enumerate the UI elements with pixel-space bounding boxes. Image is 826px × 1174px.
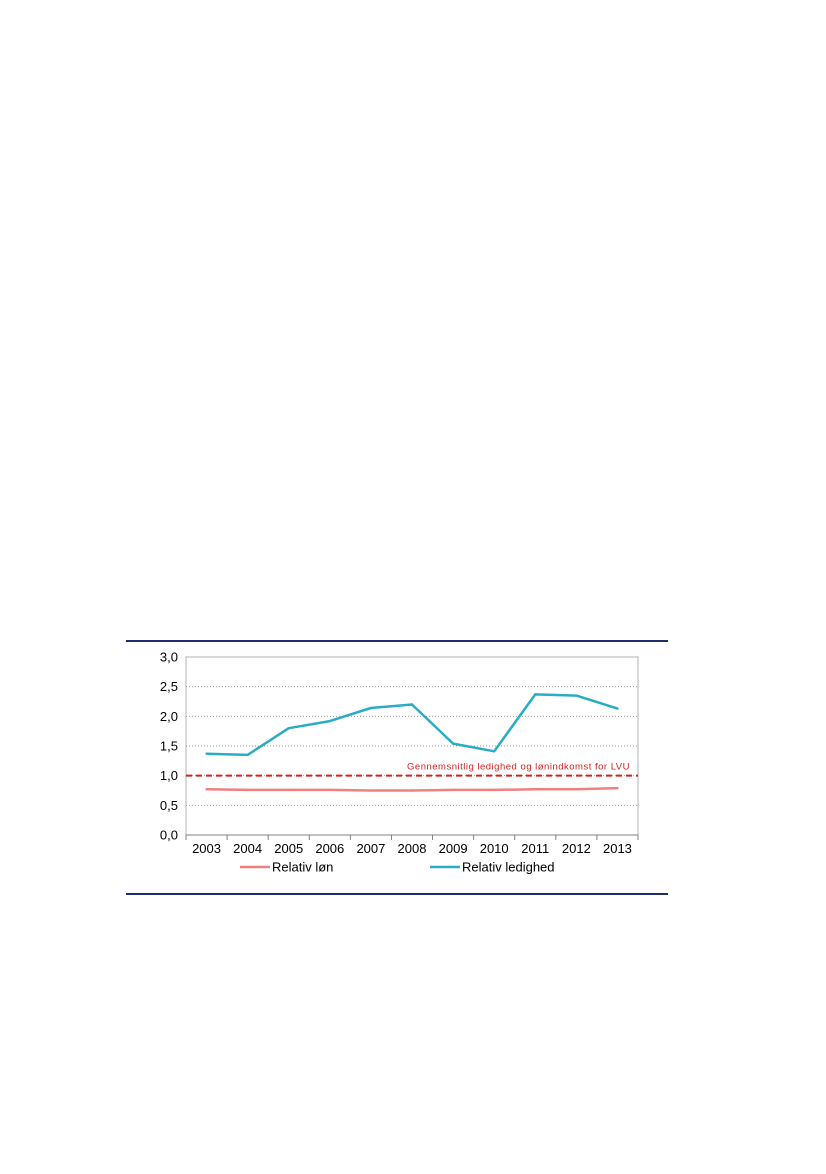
data-point xyxy=(246,753,249,757)
data-point xyxy=(492,788,496,792)
x-tick-label: 2006 xyxy=(315,841,344,856)
y-tick-label: 3,0 xyxy=(160,650,178,665)
data-point xyxy=(534,788,537,791)
data-point xyxy=(246,788,249,792)
y-tick-label: 1,0 xyxy=(160,768,178,783)
data-point xyxy=(205,788,208,791)
x-tick-label: 2009 xyxy=(439,841,468,856)
reference-line-label: Gennemsnitlig ledighed og lønindkomst fo… xyxy=(407,762,630,773)
y-tick-label: 2,5 xyxy=(160,679,178,694)
y-tick-label: 2,0 xyxy=(160,709,178,724)
y-tick-label: 1,5 xyxy=(160,739,178,754)
legend-label: Relativ løn xyxy=(272,860,333,875)
data-point xyxy=(369,706,373,710)
x-tick-label: 2003 xyxy=(192,841,221,856)
x-tick-label: 2007 xyxy=(356,841,385,856)
y-tick-label: 0,5 xyxy=(160,798,178,813)
data-point xyxy=(410,703,414,706)
data-point xyxy=(287,788,290,792)
data-point xyxy=(287,727,290,730)
bottom-rule xyxy=(126,893,668,895)
x-tick-label: 2005 xyxy=(274,841,303,856)
data-point xyxy=(575,788,578,791)
x-tick-label: 2012 xyxy=(562,841,591,856)
data-point xyxy=(534,693,537,696)
data-point xyxy=(492,750,496,753)
x-tick-label: 2011 xyxy=(521,841,549,856)
legend-label: Relativ ledighed xyxy=(462,860,555,875)
data-point xyxy=(616,707,619,710)
x-tick-label: 2010 xyxy=(480,841,509,856)
data-point xyxy=(369,789,373,792)
x-tick-label: 2004 xyxy=(233,841,262,856)
top-rule xyxy=(126,640,668,642)
x-tick-label: 2008 xyxy=(398,841,427,856)
data-point xyxy=(451,742,455,745)
y-tick-label: 0,0 xyxy=(160,828,178,843)
data-point xyxy=(328,788,332,792)
data-point xyxy=(451,788,455,792)
data-point xyxy=(410,789,414,792)
data-point xyxy=(575,694,578,697)
data-point xyxy=(616,786,619,790)
data-point xyxy=(205,752,208,755)
data-point xyxy=(328,719,332,723)
x-tick-label: 2013 xyxy=(603,841,632,856)
